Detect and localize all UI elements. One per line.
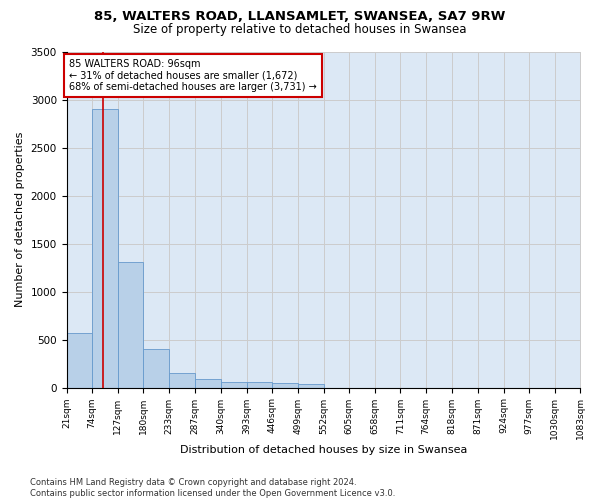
Text: Size of property relative to detached houses in Swansea: Size of property relative to detached ho… — [133, 22, 467, 36]
Text: 85 WALTERS ROAD: 96sqm
← 31% of detached houses are smaller (1,672)
68% of semi-: 85 WALTERS ROAD: 96sqm ← 31% of detached… — [69, 59, 317, 92]
Text: Contains HM Land Registry data © Crown copyright and database right 2024.
Contai: Contains HM Land Registry data © Crown c… — [30, 478, 395, 498]
Bar — [169, 372, 195, 388]
Bar — [118, 262, 143, 388]
Bar — [195, 380, 221, 388]
Bar — [92, 109, 118, 388]
Bar — [67, 333, 92, 388]
Bar — [272, 384, 298, 388]
Text: 85, WALTERS ROAD, LLANSAMLET, SWANSEA, SA7 9RW: 85, WALTERS ROAD, LLANSAMLET, SWANSEA, S… — [94, 10, 506, 23]
Bar — [221, 382, 247, 388]
X-axis label: Distribution of detached houses by size in Swansea: Distribution of detached houses by size … — [180, 445, 467, 455]
Bar — [298, 384, 323, 388]
Bar — [247, 382, 272, 388]
Y-axis label: Number of detached properties: Number of detached properties — [15, 132, 25, 307]
Bar — [143, 349, 169, 388]
